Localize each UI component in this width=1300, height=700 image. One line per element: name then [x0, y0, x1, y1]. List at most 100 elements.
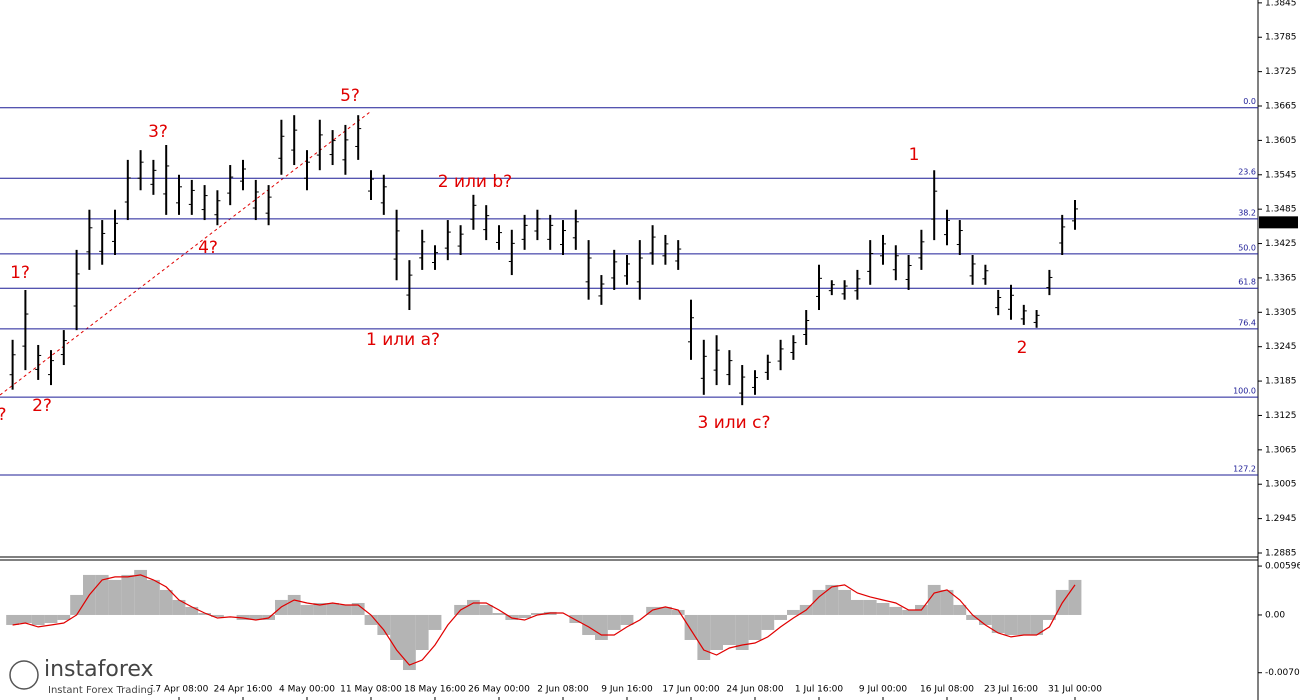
fib-label: 50.0	[1238, 243, 1256, 252]
macd-histogram-bar	[671, 609, 685, 615]
macd-histogram-bar	[812, 589, 826, 615]
wave-label: 2?	[32, 396, 52, 416]
wave-label: 1	[909, 145, 920, 165]
macd-histogram-bar	[876, 602, 890, 615]
wave-label: ?	[0, 405, 7, 425]
wave-label: 4?	[198, 238, 218, 258]
y-tick-label: 1.3005	[1265, 480, 1297, 490]
y-tick-label: 1.3605	[1265, 136, 1297, 146]
macd-histogram-bar	[569, 614, 583, 624]
y-tick-label: 1.2885	[1265, 548, 1297, 558]
y-tick-label: 0.00	[1265, 610, 1285, 620]
x-tick-label: 26 May 00:00	[468, 685, 530, 695]
x-tick-label: 2 Jun 08:00	[537, 685, 589, 695]
macd-histogram-bar	[300, 604, 314, 615]
y-tick-label: 1.3485	[1265, 205, 1297, 215]
wave-label: 2 или b?	[438, 172, 512, 192]
current-price-box	[1259, 216, 1298, 229]
macd-histogram-bar	[1004, 614, 1018, 635]
y-tick-label: 1.3185	[1265, 377, 1297, 387]
macd-histogram-bar	[415, 614, 429, 650]
macd-histogram-bar	[531, 612, 544, 615]
x-tick-label: 31 Jul 00:00	[1048, 685, 1102, 695]
macd-histogram-bar	[825, 584, 839, 615]
logo-tagline: Instant Forex Trading	[48, 685, 153, 696]
x-tick-label: 24 Apr 16:00	[214, 685, 273, 695]
logo-name: instaforex	[44, 657, 154, 682]
x-tick-label: 9 Jun 16:00	[601, 685, 653, 695]
macd-histogram-bar	[159, 589, 173, 615]
macd-histogram-bar	[377, 614, 391, 635]
y-tick-label: -0.00704	[1265, 668, 1300, 678]
y-tick-label: 0.00596	[1265, 562, 1300, 572]
macd-histogram-bar	[147, 579, 160, 615]
macd-histogram-bar	[211, 614, 224, 617]
y-tick-label: 1.3545	[1265, 170, 1297, 180]
x-tick-label: 18 May 16:00	[404, 685, 466, 695]
wave-label: 3 или c?	[698, 413, 771, 433]
x-tick-label: 11 May 08:00	[340, 685, 402, 695]
macd-histogram-bar	[595, 614, 608, 640]
macd-histogram-bar	[172, 599, 186, 615]
macd-signal-line	[12, 574, 1076, 666]
y-tick-label: 1.3065	[1265, 445, 1297, 455]
macd-histogram-bar	[390, 614, 403, 661]
y-tick-label: 1.2945	[1265, 514, 1297, 524]
wave-label: 2	[1017, 338, 1028, 358]
macd-histogram-bar	[6, 614, 19, 625]
macd-histogram-bar	[1030, 614, 1043, 635]
macd-histogram-bar	[31, 614, 45, 625]
macd-histogram-bar	[761, 614, 775, 630]
wave-label: 3?	[148, 122, 168, 142]
macd-histogram-bar	[249, 614, 263, 620]
x-tick-label: 16 Jul 08:00	[920, 685, 974, 695]
macd-histogram-bar	[121, 574, 135, 615]
macd-histogram-bar	[351, 602, 365, 615]
x-tick-label: 24 Jun 08:00	[726, 685, 783, 695]
fib-label: 0.0	[1243, 97, 1256, 106]
fib-label: 38.2	[1238, 208, 1256, 217]
macd-histogram-bar	[748, 614, 762, 640]
macd-histogram-bar	[684, 614, 698, 640]
macd-histogram-bar	[659, 606, 672, 615]
macd-histogram-bar	[582, 614, 595, 635]
macd-histogram-bar	[518, 614, 531, 618]
macd-histogram-bar	[57, 614, 71, 620]
macd-histogram-bar	[991, 614, 1005, 634]
macd-histogram-bar	[1017, 614, 1031, 635]
macd-histogram-bar	[108, 579, 122, 615]
y-tick-label: 1.3665	[1265, 102, 1297, 112]
macd-histogram-bar	[1043, 614, 1056, 620]
wave-label: 1?	[10, 263, 30, 283]
macd-histogram-bar	[838, 589, 851, 615]
y-tick-label: 1.3125	[1265, 411, 1297, 421]
macd-histogram-bar	[851, 599, 864, 615]
macd-histogram-bar	[620, 614, 634, 625]
macd-histogram-bar	[863, 599, 877, 615]
macd-histogram-bar	[467, 599, 480, 615]
macd-histogram-bar	[940, 589, 954, 615]
macd-histogram-bar	[364, 614, 378, 625]
macd-histogram-bar	[428, 614, 442, 630]
y-tick-label: 1.3365	[1265, 273, 1297, 283]
macd-histogram-bar	[95, 574, 109, 615]
macd-histogram-bar	[326, 602, 339, 615]
macd-histogram-bar	[710, 614, 723, 650]
x-tick-label: 4 May 00:00	[279, 685, 335, 695]
logo: instaforex Instant Forex Trading	[8, 656, 155, 698]
x-tick-label: 23 Jul 16:00	[984, 685, 1038, 695]
wave-label: 5?	[340, 86, 360, 106]
fib-label: 127.2	[1233, 465, 1256, 474]
macd-histogram-bar	[774, 614, 787, 620]
fib-label: 100.0	[1233, 387, 1256, 396]
y-tick-label: 1.3245	[1265, 342, 1297, 352]
macd-histogram-bar	[287, 594, 301, 615]
macd-histogram-bar	[735, 614, 749, 650]
x-tick-label: 17 Jun 00:00	[662, 685, 719, 695]
macd-histogram-bar	[479, 604, 493, 615]
x-tick-label: 1 Jul 16:00	[795, 685, 844, 695]
fib-label: 61.8	[1238, 278, 1256, 287]
wave-label: 1 или a?	[366, 330, 440, 350]
